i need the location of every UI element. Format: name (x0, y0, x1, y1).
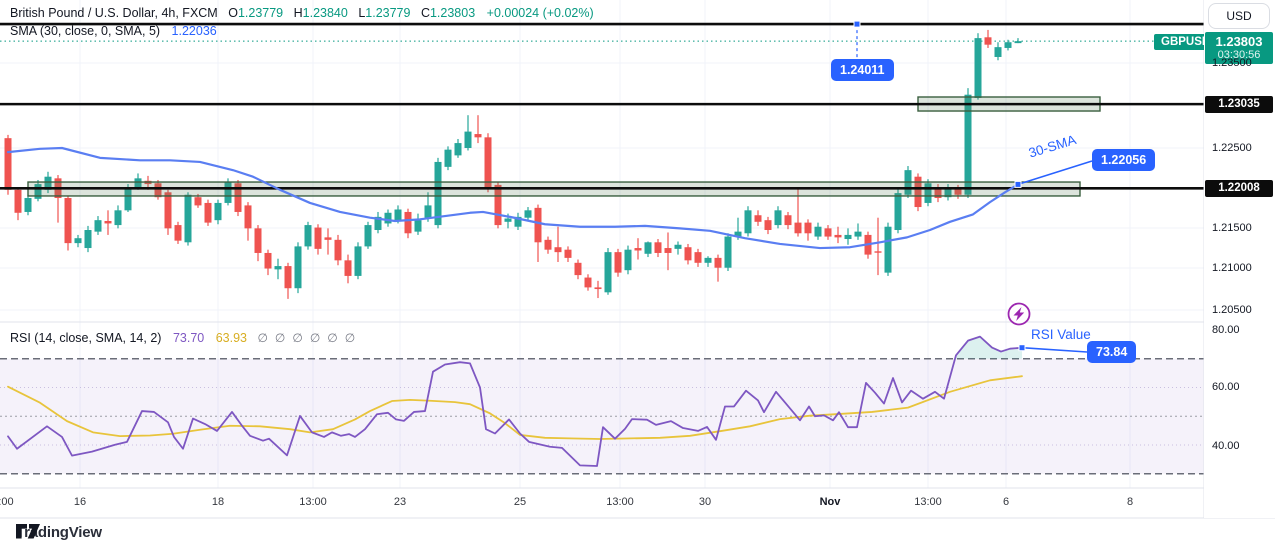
time-scale[interactable]: :00 16 18 13:00 23 25 13:00 30 Nov 13:00 6 8 (0, 488, 1204, 518)
price-scale-tick: 1.22500 (1212, 142, 1252, 154)
rsi-header-row: RSI (14, close, SMA, 14, 2) 73.70 63.93 … (10, 331, 355, 345)
lightning-alert-icon[interactable] (1007, 302, 1031, 326)
sma-indicator-label[interactable]: SMA (30, close, 0, SMA, 5) (10, 24, 161, 38)
close-value: 1.23803 (429, 6, 476, 20)
bar-countdown: 03:30:56 (1217, 49, 1261, 61)
time-scale-label: Nov (819, 496, 841, 508)
currency-button[interactable]: USD (1208, 3, 1270, 29)
open-value: 1.23779 (237, 6, 284, 20)
time-scale-label: 13:00 (914, 496, 942, 508)
price-scale-tick: 1.23500 (1212, 57, 1252, 69)
resistance-price-callout[interactable]: 1.24011 (831, 59, 894, 81)
rsi-empty-markers: ∅ ∅ ∅ ∅ ∅ ∅ (250, 331, 355, 345)
symbol-title[interactable]: British Pound / U.S. Dollar, 4h, FXCM (10, 6, 218, 20)
sma-indicator-value: 1.22036 (171, 24, 217, 38)
level-price-label: 1.22008 (1205, 179, 1273, 197)
time-scale-label: :00 (0, 496, 14, 508)
high-value: 1.23840 (302, 6, 348, 20)
time-scale-label: 6 (1002, 496, 1010, 508)
current-price-value: 1.23803 (1215, 34, 1263, 49)
time-scale-label: 25 (513, 496, 527, 508)
time-scale-label: 13:00 (606, 496, 634, 508)
rsi-ma-value: 63.93 (215, 331, 247, 345)
low-label: L (358, 6, 366, 20)
price-scale-tick: 1.21500 (1212, 222, 1252, 234)
symbol-header-row: British Pound / U.S. Dollar, 4h, FXCM O1… (10, 6, 594, 20)
price-scale[interactable]: USD 1.23803 03:30:56 1.23500 1.22500 1.215… (1204, 0, 1275, 518)
sma-header-row: SMA (30, close, 0, SMA, 5) 1.22036 (10, 24, 217, 38)
price-scale-tick: 80.00 (1212, 324, 1240, 336)
rsi-empty-marker: ∅ (327, 331, 338, 345)
rsi-indicator-label[interactable]: RSI (14, close, SMA, 14, 2) (10, 331, 162, 345)
close-label: C (420, 6, 430, 20)
footer-brand: TradingView (16, 524, 102, 541)
rsi-empty-marker: ∅ (274, 331, 286, 345)
high-label: H (293, 6, 303, 20)
rsi-empty-marker: ∅ (257, 331, 268, 345)
current-price-box: 1.23803 03:30:56 (1205, 32, 1273, 64)
sma-price-callout[interactable]: 1.22056 (1092, 149, 1156, 171)
time-scale-label: 8 (1126, 496, 1134, 508)
time-scale-label: 18 (211, 496, 225, 508)
change-value: +0.00024 (+0.02%) (486, 6, 594, 20)
tradingview-logo-icon (16, 524, 40, 539)
price-scale-tick: 60.00 (1212, 381, 1240, 393)
rsi-empty-marker: ∅ (309, 331, 321, 345)
rsi-value-callout[interactable]: 73.84 (1087, 341, 1137, 363)
time-scale-label: 16 (73, 496, 87, 508)
price-scale-tick: 40.00 (1212, 440, 1240, 452)
symbol-price-badge: GBPUSD (1154, 34, 1218, 50)
time-scale-label: 30 (698, 496, 712, 508)
time-scale-label: 13:00 (299, 496, 327, 508)
price-scale-tick: 1.20500 (1212, 304, 1252, 316)
price-scale-tick: 1.21000 (1212, 262, 1252, 274)
level-price-label: 1.23035 (1205, 95, 1273, 113)
rsi-empty-marker: ∅ (292, 331, 303, 345)
rsi-indicator-value: 73.70 (172, 331, 205, 345)
low-value: 1.23779 (365, 6, 411, 20)
rsi-annotation-text[interactable]: RSI Value (1031, 327, 1091, 342)
time-scale-label: 23 (393, 496, 407, 508)
open-label: O (228, 6, 238, 20)
rsi-empty-marker: ∅ (344, 331, 356, 345)
